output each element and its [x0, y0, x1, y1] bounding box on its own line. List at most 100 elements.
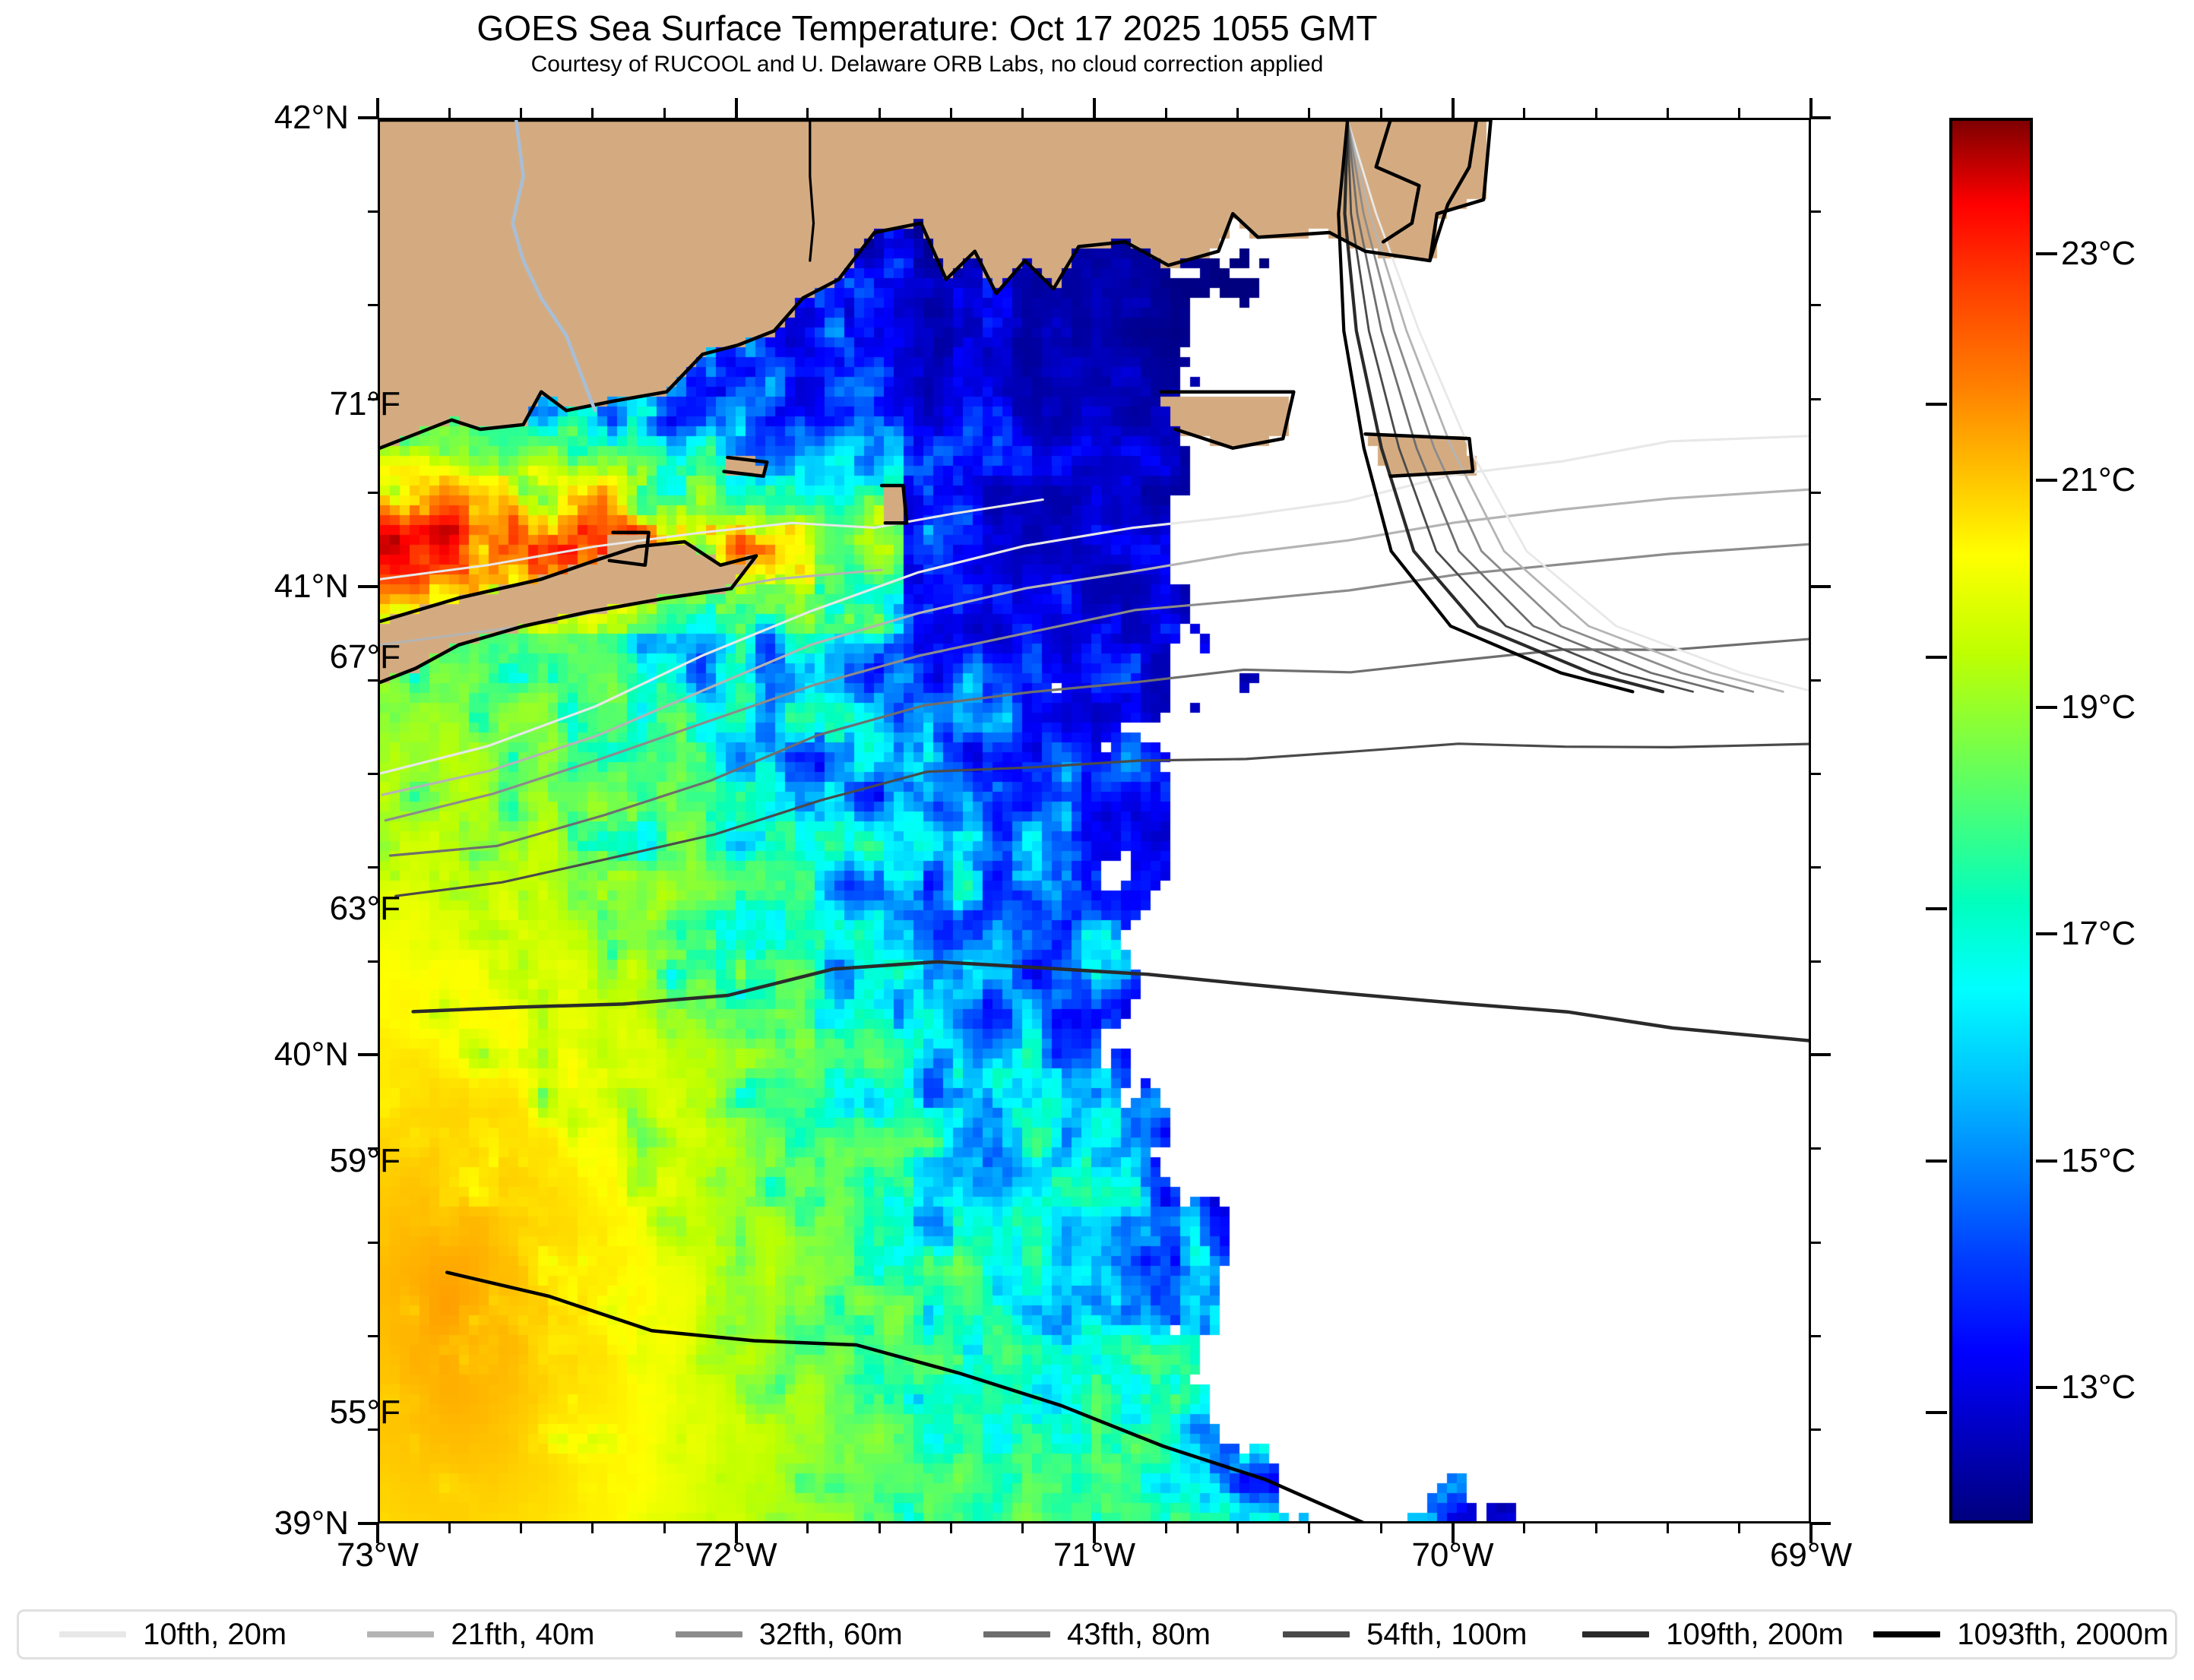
- x-axis-minor-tick: [591, 1523, 594, 1533]
- connecticut-river: [511, 120, 597, 413]
- x-axis-tick: [1809, 1523, 1813, 1543]
- colorbar-celsius-tick: [2036, 705, 2057, 709]
- x-axis-minor-tick: [949, 1523, 952, 1533]
- y-axis-minor-tick-right: [1811, 679, 1821, 682]
- x-axis-minor-tick: [878, 1523, 881, 1533]
- x-axis-minor-tick: [1236, 1523, 1239, 1533]
- coastline-1: [380, 120, 1493, 450]
- x-axis-minor-tick: [448, 1523, 451, 1533]
- legend-line-swatch: [1283, 1631, 1350, 1637]
- x-axis-minor-tick-top: [1308, 108, 1311, 118]
- bathymetry-contour-2: [381, 488, 1809, 796]
- coastline-6: [1363, 432, 1475, 478]
- colorbar-celsius-tick: [2036, 1159, 2057, 1163]
- legend-item-label: 109fth, 200m: [1666, 1617, 1844, 1651]
- legend-line-swatch: [367, 1631, 435, 1637]
- x-axis-label: 69°W: [1769, 1536, 1853, 1574]
- legend-item: 32fth, 60m: [635, 1618, 943, 1652]
- x-axis-minor-tick-top: [663, 108, 666, 118]
- legend-item: 109fth, 200m: [1559, 1618, 1866, 1652]
- colorbar-celsius-label: 23°C: [2061, 235, 2136, 273]
- x-axis-minor-tick-top: [1236, 108, 1239, 118]
- y-axis-label: 42°N: [274, 99, 349, 136]
- y-axis-minor-tick-right: [1811, 960, 1821, 963]
- colorbar-fahrenheit-tick: [1926, 1410, 1947, 1414]
- legend-item-label: 21fth, 40m: [451, 1617, 595, 1651]
- sst-raster-layer: [380, 120, 1809, 1521]
- page-title: GOES Sea Surface Temperature: Oct 17 202…: [476, 8, 1378, 48]
- x-axis-minor-tick: [1523, 1523, 1526, 1533]
- y-axis-minor-tick: [368, 1241, 378, 1244]
- legend-line-swatch: [59, 1631, 127, 1637]
- x-axis-minor-tick-top: [591, 108, 594, 118]
- y-axis-label: 40°N: [274, 1036, 349, 1074]
- y-axis-tick-right: [1811, 1053, 1831, 1057]
- legend-item: 21fth, 40m: [327, 1618, 635, 1652]
- y-axis-minor-tick: [368, 210, 378, 213]
- bathymetry-contour-nearshore-2: [380, 568, 883, 647]
- colorbar-fahrenheit-label: 63°F: [329, 890, 400, 928]
- y-axis-tick: [358, 116, 378, 119]
- y-axis-minor-tick: [368, 1334, 378, 1337]
- x-axis-minor-tick-top: [1738, 108, 1741, 118]
- x-axis-minor-tick-top: [878, 108, 881, 118]
- bathymetry-contour-capecod-3: [1346, 120, 1755, 693]
- x-axis-minor-tick: [520, 1523, 523, 1533]
- bathymetry-contour-capecod-4: [1346, 120, 1724, 693]
- y-axis-minor-tick: [368, 491, 378, 494]
- bathymetry-contour-4: [388, 638, 1809, 857]
- y-axis-minor-tick: [368, 1147, 378, 1150]
- x-axis-label: 72°W: [695, 1536, 777, 1574]
- x-axis-minor-tick-top: [448, 108, 451, 118]
- x-axis-tick: [734, 1523, 738, 1543]
- x-axis-minor-tick: [1308, 1523, 1311, 1533]
- coastline-3: [380, 539, 758, 685]
- coastline-7: [722, 455, 769, 478]
- colorbar-fahrenheit-label: 55°F: [329, 1393, 400, 1431]
- colorbar-celsius-label: 13°C: [2061, 1368, 2136, 1406]
- colorbar-fahrenheit-label: 59°F: [329, 1141, 400, 1179]
- y-axis-minor-tick-right: [1811, 491, 1821, 494]
- y-axis-minor-tick: [368, 679, 378, 682]
- legend-item-label: 43fth, 80m: [1066, 1617, 1211, 1651]
- y-axis-minor-tick-right: [1811, 866, 1821, 869]
- bathymetry-legend: 10fth, 20m 21fth, 40m 32fth, 60m 43fth, 80m…: [17, 1609, 2177, 1659]
- y-axis-minor-tick: [368, 397, 378, 400]
- y-axis-label: 39°N: [274, 1504, 349, 1542]
- state-border: [809, 120, 815, 262]
- x-axis-minor-tick: [1594, 1523, 1597, 1533]
- colorbar-celsius-tick: [2036, 479, 2057, 482]
- y-axis-minor-tick-right: [1811, 772, 1821, 775]
- x-axis-minor-tick-top: [1594, 108, 1597, 118]
- y-axis-minor-tick-right: [1811, 1428, 1821, 1432]
- bathymetry-contour-7: [445, 1270, 1365, 1521]
- x-axis-minor-tick-top: [1164, 108, 1167, 118]
- colorbar-fahrenheit-label: 71°F: [329, 385, 400, 423]
- y-axis-minor-tick-right: [1811, 1147, 1821, 1150]
- bathymetry-contour-capecod-2: [1346, 120, 1784, 693]
- bathymetry-contour-capecod-7: [1337, 120, 1635, 694]
- x-axis-tick-top: [1451, 98, 1455, 118]
- y-axis-label: 41°N: [274, 567, 349, 605]
- y-axis-minor-tick: [368, 866, 378, 869]
- y-axis-minor-tick-right: [1811, 1334, 1821, 1337]
- y-axis-tick-right: [1811, 1522, 1831, 1525]
- map-vector-overlay: [380, 120, 1809, 1521]
- y-axis-tick-right: [1811, 584, 1831, 588]
- bathymetry-contour-nearshore-1: [380, 498, 1044, 581]
- colorbar-fahrenheit-tick: [1926, 656, 1947, 660]
- x-axis-tick: [1093, 1523, 1096, 1543]
- y-axis-tick: [358, 1053, 378, 1057]
- coastline-2: [1374, 120, 1479, 263]
- x-axis-tick-top: [376, 98, 379, 118]
- sst-map-plot[interactable]: [378, 118, 1811, 1523]
- legend-item: 1093fth, 2000m: [1867, 1618, 2175, 1652]
- y-axis-minor-tick-right: [1811, 1241, 1821, 1244]
- coastline-8: [607, 530, 651, 568]
- x-axis-minor-tick: [1738, 1523, 1741, 1533]
- bathymetry-contour-capecod-6: [1343, 120, 1665, 694]
- y-axis-minor-tick-right: [1811, 397, 1821, 400]
- x-axis-tick-top: [734, 98, 738, 118]
- x-axis-minor-tick-top: [806, 108, 809, 118]
- bathymetry-contour-1: [380, 435, 1809, 775]
